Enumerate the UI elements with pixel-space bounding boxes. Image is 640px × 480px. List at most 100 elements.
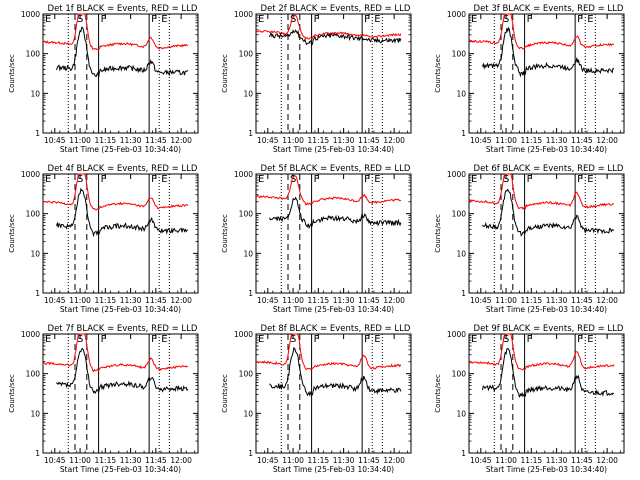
panel-title: Det 6f BLACK = Events, RED = LLD: [474, 164, 624, 174]
y-tick-label: 1000: [234, 170, 253, 179]
marker-label: S: [290, 334, 296, 345]
marker-label: E: [161, 334, 167, 345]
marker-label: S: [77, 174, 83, 185]
marker-label: S: [77, 334, 83, 345]
y-tick-label: 100: [26, 210, 41, 219]
panel-title: Det 9f BLACK = Events, RED = LLD: [474, 324, 624, 334]
marker-label: F: [151, 174, 157, 185]
panel-det-7: Det 7f BLACK = Events, RED = LLD 1 10 100 10…: [8, 324, 199, 474]
y-tick-label: 10: [243, 409, 253, 418]
panel-title: Det 7f BLACK = Events, RED = LLD: [48, 324, 198, 334]
plot-frame: [255, 333, 412, 454]
x-tick-label: 11:30: [546, 136, 568, 145]
y-tick-label: 1: [35, 449, 40, 458]
y-tick-label: 1000: [21, 330, 40, 339]
plot-frame: [255, 13, 412, 134]
y-axis-label: Counts/sec: [434, 374, 442, 413]
x-tick-label: 11:45: [145, 136, 167, 145]
x-tick-label: 10:45: [470, 456, 492, 465]
lld-series-line: [468, 173, 614, 210]
marker-label: E: [471, 334, 477, 345]
plot-frame: [468, 13, 625, 134]
events-series-line: [269, 29, 402, 46]
events-series-line: [56, 26, 189, 78]
marker-label: E: [471, 14, 477, 25]
marker-label: E: [45, 14, 51, 25]
x-tick-label: 12:00: [596, 136, 618, 145]
y-tick-label: 1000: [447, 170, 466, 179]
marker-label: E: [258, 174, 264, 185]
x-tick-label: 11:15: [95, 456, 117, 465]
x-tick-label: 10:45: [44, 296, 66, 305]
panel-title: Det 1f BLACK = Events, RED = LLD: [48, 4, 198, 14]
marker-label: E: [374, 174, 380, 185]
panel-det-4: Det 4f BLACK = Events, RED = LLD 1 10 100 10…: [8, 164, 199, 314]
x-axis-label: Start Time (25-Feb-03 10:34:40): [273, 145, 394, 154]
y-tick-label: 1000: [234, 330, 253, 339]
x-tick-label: 12:00: [170, 296, 192, 305]
x-tick-label: 11:30: [120, 296, 142, 305]
x-tick-label: 11:15: [308, 136, 330, 145]
panel-det-6: Det 6f BLACK = Events, RED = LLD 1 10 100 10…: [434, 164, 625, 314]
x-tick-label: 10:45: [44, 456, 66, 465]
x-tick-label: 11:00: [69, 456, 91, 465]
x-tick-label: 11:30: [333, 296, 355, 305]
y-tick-label: 100: [239, 370, 254, 379]
marker-label: E: [161, 174, 167, 185]
marker-label: F: [364, 174, 370, 185]
y-tick-label: 1: [461, 129, 466, 138]
x-tick-label: 11:30: [120, 456, 142, 465]
y-tick-label: 1000: [21, 170, 40, 179]
y-tick-label: 1000: [447, 10, 466, 19]
marker-label: E: [258, 14, 264, 25]
x-tick-label: 11:45: [358, 136, 380, 145]
x-tick-label: 11:30: [546, 296, 568, 305]
x-tick-label: 12:00: [596, 456, 618, 465]
x-tick-label: 11:15: [308, 456, 330, 465]
x-tick-label: 10:45: [44, 136, 66, 145]
x-tick-label: 12:00: [596, 296, 618, 305]
x-tick-label: 11:00: [495, 296, 517, 305]
events-series-line: [269, 196, 402, 230]
events-series-line: [482, 188, 615, 237]
x-axis-label: Start Time (25-Feb-03 10:34:40): [60, 145, 181, 154]
x-tick-label: 11:45: [358, 456, 380, 465]
marker-label: E: [45, 174, 51, 185]
x-tick-label: 11:30: [546, 456, 568, 465]
panel-title: Det 4f BLACK = Events, RED = LLD: [48, 164, 198, 174]
marker-label: S: [503, 174, 509, 185]
plot-frame: [42, 333, 199, 454]
panel-title: Det 2f BLACK = Events, RED = LLD: [261, 4, 411, 14]
marker-label: F: [314, 334, 320, 345]
marker-label: F: [577, 14, 583, 25]
marker-label: F: [151, 334, 157, 345]
x-tick-label: 11:15: [521, 136, 543, 145]
panel-title: Det 5f BLACK = Events, RED = LLD: [261, 164, 411, 174]
y-tick-label: 100: [452, 210, 467, 219]
y-tick-label: 1: [35, 129, 40, 138]
y-axis-label: Counts/sec: [221, 374, 229, 413]
x-tick-label: 11:45: [571, 296, 593, 305]
lld-series-line: [468, 13, 615, 50]
y-axis-label: Counts/sec: [8, 374, 16, 413]
marker-label: E: [374, 14, 380, 25]
marker-label: S: [77, 14, 83, 25]
x-tick-label: 10:45: [257, 136, 279, 145]
y-tick-label: 100: [452, 50, 467, 59]
x-tick-label: 12:00: [383, 456, 405, 465]
y-tick-label: 1: [35, 289, 40, 298]
marker-label: S: [503, 14, 509, 25]
marker-label: S: [290, 174, 296, 185]
x-tick-label: 10:45: [470, 296, 492, 305]
y-tick-label: 10: [456, 249, 466, 258]
marker-label: F: [577, 334, 583, 345]
plot-frame: [42, 173, 199, 294]
y-axis-label: Counts/sec: [8, 54, 16, 93]
marker-label: E: [587, 14, 593, 25]
x-axis-label: Start Time (25-Feb-03 10:34:40): [486, 305, 607, 314]
y-tick-label: 10: [30, 89, 40, 98]
panel-det-5: Det 5f BLACK = Events, RED = LLD 1 10 100 10…: [221, 164, 412, 314]
panel-det-1: Det 1f BLACK = Events, RED = LLD 1 10 100 10…: [8, 4, 199, 154]
panel-det-3: Det 3f BLACK = Events, RED = LLD 1 10 100 10…: [434, 4, 625, 154]
